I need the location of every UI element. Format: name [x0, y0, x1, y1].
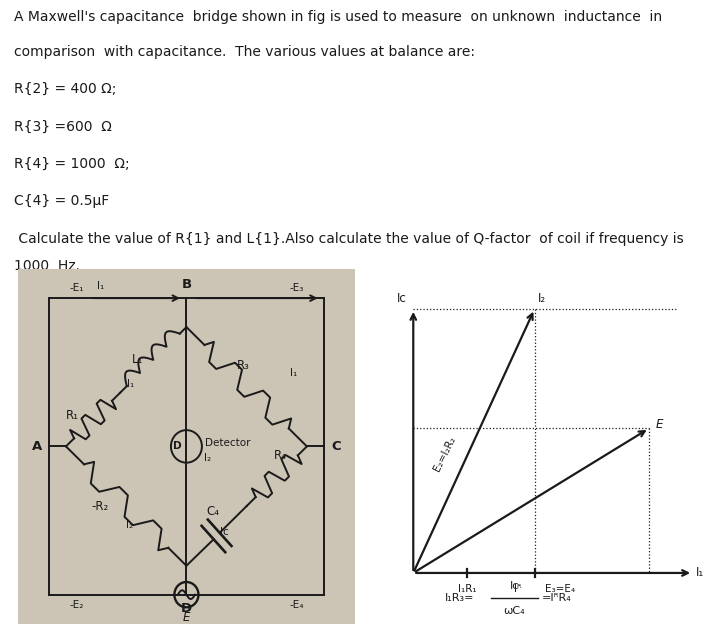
Text: L₁: L₁ [132, 353, 143, 366]
Text: ωC₄: ωC₄ [503, 605, 525, 616]
Text: Ic: Ic [397, 292, 407, 305]
Text: R{3} =600  Ω: R{3} =600 Ω [14, 120, 113, 133]
Text: Calculate the value of R{1} and L{1}.Also calculate the value of Q-factor  of co: Calculate the value of R{1} and L{1}.Als… [14, 232, 684, 246]
Text: A: A [32, 440, 42, 453]
Text: R₄: R₄ [274, 449, 287, 462]
Text: -R₂: -R₂ [92, 500, 109, 513]
Text: I₂: I₂ [204, 453, 211, 463]
Text: -E₄: -E₄ [289, 600, 304, 610]
Text: I₁: I₁ [290, 368, 297, 378]
Text: -E₃: -E₃ [290, 283, 304, 292]
Text: I₁R₁: I₁R₁ [458, 584, 477, 594]
Text: D: D [173, 442, 181, 451]
Text: R₃: R₃ [237, 359, 250, 372]
Text: R{4} = 1000  Ω;: R{4} = 1000 Ω; [14, 157, 130, 171]
Text: I₁: I₁ [696, 566, 705, 579]
Text: 1000  Hz.: 1000 Hz. [14, 259, 80, 273]
Text: D: D [181, 602, 192, 615]
Text: I₁R₃=: I₁R₃= [445, 593, 474, 604]
Text: Ic: Ic [220, 527, 229, 538]
Text: R{2} = 400 Ω;: R{2} = 400 Ω; [14, 82, 117, 96]
Text: Ic: Ic [510, 581, 519, 591]
Text: C₄: C₄ [206, 505, 219, 518]
Text: I₂: I₂ [538, 292, 546, 305]
Text: E: E [656, 418, 663, 431]
Text: I₁: I₁ [127, 379, 134, 389]
Text: =IᴿR₄: =IᴿR₄ [541, 593, 571, 604]
Text: E: E [183, 611, 190, 624]
Text: C: C [331, 440, 341, 453]
Text: R₁: R₁ [66, 410, 80, 422]
Text: E₂=I₂R₂: E₂=I₂R₂ [432, 435, 457, 474]
Text: Iᴿ: Iᴿ [514, 584, 521, 594]
Text: C{4} = 0.5μF: C{4} = 0.5μF [14, 195, 110, 208]
Text: I₁: I₁ [97, 281, 104, 291]
Text: comparison  with capacitance.  The various values at balance are:: comparison with capacitance. The various… [14, 45, 475, 58]
Text: -E₁: -E₁ [69, 283, 84, 292]
Text: I₂: I₂ [126, 520, 133, 530]
Text: E₃=E₄: E₃=E₄ [545, 584, 575, 594]
Text: A Maxwell's capacitance  bridge shown in fig is used to measure  on unknown  ind: A Maxwell's capacitance bridge shown in … [14, 10, 663, 24]
Text: -E₂: -E₂ [69, 600, 83, 610]
Text: B: B [181, 278, 191, 291]
Text: Detector: Detector [205, 438, 251, 448]
